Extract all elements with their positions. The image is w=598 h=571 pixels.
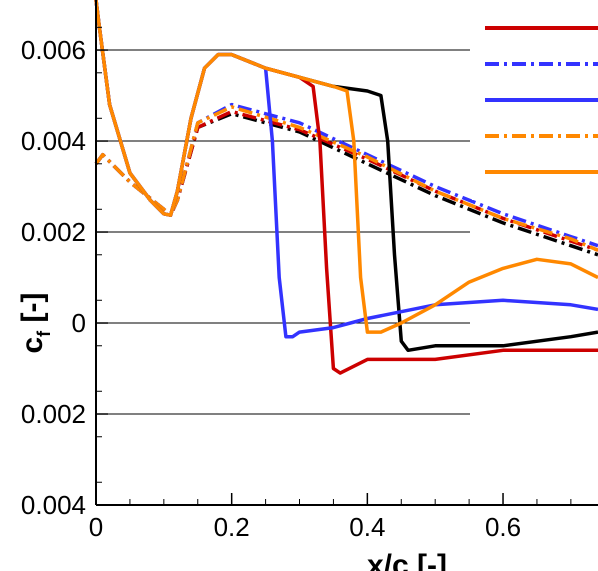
y-axis-label-main: c [16,337,49,354]
tick-labels: 0 0.2 0.4 0.6 0.006 0.004 0.002 0 0.002 0.004 [21,35,521,542]
legend [472,0,598,200]
y-axis-label-subscript: f [34,330,54,337]
y-tick-label-1: 0.004 [21,126,86,156]
x-tick-label-0: 0 [89,512,103,542]
x-axis-label: x/c [-] [367,549,447,571]
x-tick-label-2: 0.4 [349,512,385,542]
series-line-3 [94,105,598,252]
axis-labels: x/c [-] cf [-] [16,293,447,571]
series-line-7 [94,0,598,334]
y-tick-label-0: 0.006 [21,35,86,65]
x-tick-label-3: 0.6 [485,512,521,542]
grid [96,49,470,415]
y-tick-label-2: 0.002 [21,217,86,247]
y-tick-label-4: 0.002 [21,399,86,429]
y-tick-label-5: 0.004 [21,490,86,520]
y-axis-label: cf [-] [16,293,54,354]
x-tick-label-1: 0.2 [214,512,250,542]
y-tick-label-3: 0 [72,308,86,338]
y-axis-label-unit: [-] [16,293,49,331]
axes [95,0,598,506]
series-lines [94,0,598,375]
